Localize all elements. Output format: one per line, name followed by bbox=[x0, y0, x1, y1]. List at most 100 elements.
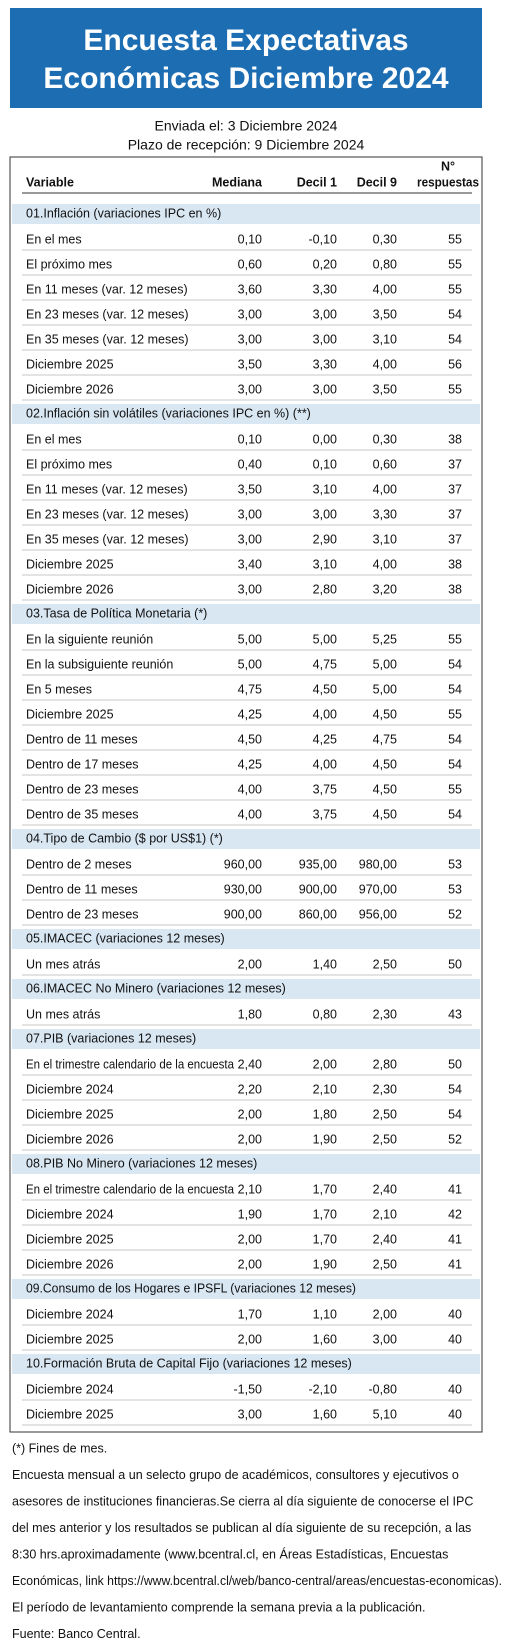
cell-value: -2,10 bbox=[309, 1382, 338, 1396]
cell-value: 3,00 bbox=[313, 382, 337, 396]
row-label: Diciembre 2025 bbox=[26, 1232, 114, 1246]
cell-value: 52 bbox=[448, 907, 462, 921]
row-label: Diciembre 2024 bbox=[26, 1207, 114, 1221]
cell-value: 2,00 bbox=[238, 957, 262, 971]
cell-value: 4,50 bbox=[373, 782, 397, 796]
cell-value: 54 bbox=[448, 1082, 462, 1096]
cell-value: 980,00 bbox=[359, 857, 397, 871]
row-label: Dentro de 23 meses bbox=[26, 782, 139, 796]
title-line: Económicas Diciembre 2024 bbox=[43, 62, 449, 95]
cell-value: 2,00 bbox=[238, 1107, 262, 1121]
cell-value: 3,30 bbox=[313, 357, 337, 371]
cell-value: 2,40 bbox=[373, 1182, 397, 1196]
cell-value: 0,10 bbox=[313, 457, 337, 471]
cell-value: 0,00 bbox=[313, 432, 337, 446]
cell-value: 55 bbox=[448, 707, 462, 721]
row-label: Diciembre 2025 bbox=[26, 1332, 114, 1346]
cell-value: 0,10 bbox=[238, 432, 262, 446]
cell-value: 1,90 bbox=[313, 1257, 337, 1271]
footnote: Económicas, link https://www.bcentral.cl… bbox=[12, 1574, 502, 1588]
cell-value: 0,20 bbox=[313, 257, 337, 271]
cell-value: 2,50 bbox=[373, 1132, 397, 1146]
cell-value: 3,00 bbox=[238, 332, 262, 346]
cell-value: 41 bbox=[448, 1182, 462, 1196]
section-band bbox=[12, 404, 480, 424]
section-title: 09.Consumo de los Hogares e IPSFL (varia… bbox=[26, 1281, 356, 1295]
cell-value: 54 bbox=[448, 1107, 462, 1121]
cell-value: 4,75 bbox=[313, 657, 337, 671]
cell-value: 3,00 bbox=[313, 307, 337, 321]
cell-value: 2,10 bbox=[238, 1182, 262, 1196]
cell-value: 1,40 bbox=[313, 957, 337, 971]
cell-value: 54 bbox=[448, 657, 462, 671]
row-label: Diciembre 2026 bbox=[26, 582, 114, 596]
sent-date: Enviada el: 3 Diciembre 2024 bbox=[155, 118, 338, 134]
cell-value: 4,50 bbox=[373, 707, 397, 721]
row-label: En el trimestre calendario de la encuest… bbox=[26, 1182, 234, 1196]
row-label: En 35 meses (var. 12 meses) bbox=[26, 532, 189, 546]
footnote: (*) Fines de mes. bbox=[12, 1441, 107, 1455]
cell-value: 3,50 bbox=[238, 482, 262, 496]
cell-value: 42 bbox=[448, 1207, 462, 1221]
cell-value: 3,00 bbox=[238, 382, 262, 396]
row-label: En el trimestre calendario de la encuest… bbox=[26, 1057, 234, 1071]
cell-value: 38 bbox=[448, 432, 462, 446]
section-band bbox=[12, 1154, 480, 1174]
cell-value: 2,00 bbox=[238, 1232, 262, 1246]
cell-value: 5,00 bbox=[373, 682, 397, 696]
row-label: Diciembre 2024 bbox=[26, 1082, 114, 1096]
cell-value: 55 bbox=[448, 257, 462, 271]
cell-value: 4,00 bbox=[373, 357, 397, 371]
cell-value: 4,50 bbox=[238, 732, 262, 746]
cell-value: 960,00 bbox=[224, 857, 262, 871]
cell-value: 4,50 bbox=[373, 757, 397, 771]
column-header: Decil 1 bbox=[297, 175, 337, 189]
section-band bbox=[12, 204, 480, 224]
row-label: Diciembre 2026 bbox=[26, 1257, 114, 1271]
cell-value: 50 bbox=[448, 957, 462, 971]
footnote: del mes anterior y los resultados se pub… bbox=[12, 1521, 471, 1535]
cell-value: 3,20 bbox=[373, 582, 397, 596]
row-label: En 5 meses bbox=[26, 682, 92, 696]
row-label: En el mes bbox=[26, 232, 82, 246]
cell-value: 3,50 bbox=[373, 307, 397, 321]
footnote: Encuesta mensual a un selecto grupo de a… bbox=[12, 1468, 459, 1482]
cell-value: 2,00 bbox=[238, 1257, 262, 1271]
section-title: 01.Inflación (variaciones IPC en %) bbox=[26, 206, 221, 220]
section-band bbox=[12, 1029, 480, 1049]
section-band bbox=[12, 979, 480, 999]
section-band bbox=[12, 604, 480, 624]
cell-value: 4,00 bbox=[238, 807, 262, 821]
cell-value: 4,75 bbox=[238, 682, 262, 696]
row-label: En 11 meses (var. 12 meses) bbox=[26, 282, 188, 296]
section-band bbox=[12, 829, 480, 849]
cell-value: 1,90 bbox=[238, 1207, 262, 1221]
row-label: En 23 meses (var. 12 meses) bbox=[26, 307, 189, 321]
cell-value: 935,00 bbox=[299, 857, 337, 871]
cell-value: 54 bbox=[448, 732, 462, 746]
cell-value: 3,00 bbox=[238, 307, 262, 321]
cell-value: 3,10 bbox=[373, 532, 397, 546]
cell-value: 2,00 bbox=[238, 1332, 262, 1346]
cell-value: 55 bbox=[448, 232, 462, 246]
cell-value: 4,00 bbox=[238, 782, 262, 796]
cell-value: 2,10 bbox=[313, 1082, 337, 1096]
row-label: Diciembre 2025 bbox=[26, 1107, 114, 1121]
cell-value: 2,50 bbox=[373, 1107, 397, 1121]
cell-value: 2,50 bbox=[373, 1257, 397, 1271]
cell-value: 1,90 bbox=[313, 1132, 337, 1146]
section-title: 04.Tipo de Cambio ($ por US$1) (*) bbox=[26, 831, 223, 845]
footnote: asesores de instituciones financieras.Se… bbox=[12, 1494, 473, 1508]
footnote: 8:30 hrs.aproximadamente (www.bcentral.c… bbox=[12, 1546, 448, 1561]
cell-value: 1,60 bbox=[313, 1407, 337, 1421]
column-header: respuestas bbox=[417, 175, 479, 189]
column-header: N° bbox=[441, 159, 455, 173]
cell-value: 3,50 bbox=[238, 357, 262, 371]
cell-value: 1,80 bbox=[238, 1007, 262, 1021]
cell-value: 2,80 bbox=[313, 582, 337, 596]
cell-value: 0,60 bbox=[373, 457, 397, 471]
row-label: Dentro de 23 meses bbox=[26, 907, 139, 921]
cell-value: 3,75 bbox=[313, 807, 337, 821]
cell-value: 3,10 bbox=[313, 557, 337, 571]
cell-value: 0,80 bbox=[313, 1007, 337, 1021]
